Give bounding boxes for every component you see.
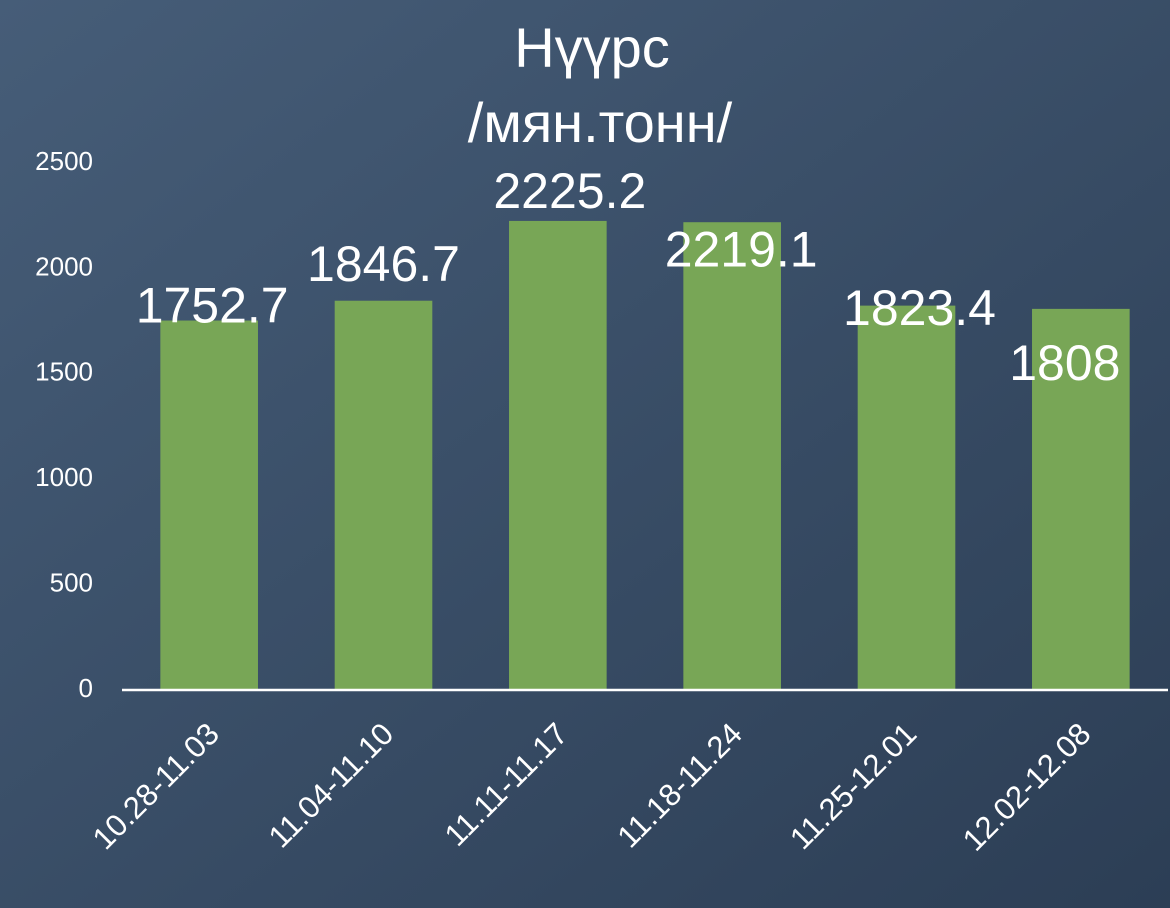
bar <box>334 300 433 690</box>
bar <box>160 320 258 690</box>
y-tick-label: 1000 <box>35 462 93 492</box>
value-label: 2219.1 <box>665 221 818 277</box>
value-label: 2225.2 <box>493 163 646 219</box>
y-tick-label: 1500 <box>35 357 93 387</box>
bar <box>1032 308 1130 690</box>
bar <box>857 305 956 690</box>
y-tick-label: 2000 <box>35 251 93 281</box>
chart-title: Нүүрс <box>514 16 670 79</box>
value-label: 1752.7 <box>136 278 289 334</box>
value-label: 1808 <box>1009 335 1120 391</box>
value-label: 1846.7 <box>307 236 460 292</box>
y-tick-label: 2500 <box>35 146 93 176</box>
y-tick-label: 500 <box>50 567 93 597</box>
y-tick-label: 0 <box>79 673 93 703</box>
bar <box>509 220 607 690</box>
chart-subtitle: /мян.тонн/ <box>468 91 733 154</box>
bar <box>683 222 781 690</box>
value-label: 1823.4 <box>843 280 996 336</box>
